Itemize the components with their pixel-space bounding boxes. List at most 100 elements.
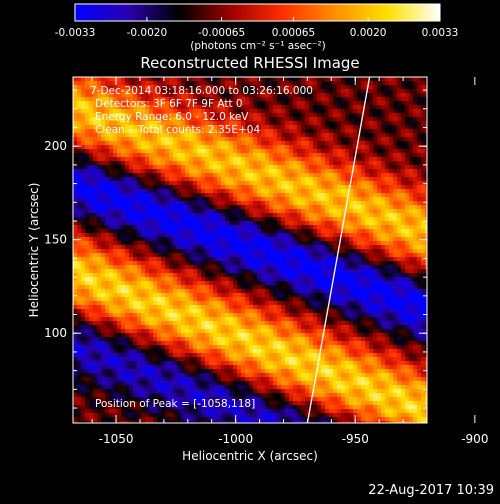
heatmap-cell	[353, 89, 358, 94]
heatmap-cell	[217, 257, 222, 262]
heatmap-cell	[385, 97, 390, 102]
heatmap-cell	[261, 213, 266, 218]
heatmap-cell	[97, 201, 102, 206]
heatmap-cell	[417, 221, 422, 226]
heatmap-cell	[269, 237, 274, 242]
heatmap-cell	[281, 245, 286, 250]
heatmap-cell	[341, 289, 346, 294]
heatmap-cell	[185, 181, 190, 186]
heatmap-cell	[157, 169, 162, 174]
heatmap-cell	[221, 285, 226, 290]
heatmap-cell	[85, 245, 90, 250]
heatmap-cell	[81, 285, 86, 290]
heatmap-cell	[205, 285, 210, 290]
heatmap-cell	[301, 197, 306, 202]
heatmap-cell	[77, 93, 82, 98]
heatmap-cell	[209, 253, 214, 258]
heatmap-cell	[165, 233, 170, 238]
heatmap-cell	[149, 213, 154, 218]
heatmap-cell	[153, 177, 158, 182]
heatmap-cell	[325, 233, 330, 238]
heatmap-cell	[301, 189, 306, 194]
heatmap-cell	[153, 281, 158, 286]
heatmap-cell	[173, 197, 178, 202]
heatmap-cell	[145, 277, 150, 282]
heatmap-cell	[101, 141, 106, 146]
heatmap-cell	[269, 205, 274, 210]
heatmap-cell	[309, 121, 314, 126]
heatmap-cell	[285, 125, 290, 130]
heatmap-cell	[337, 77, 342, 82]
heatmap-cell	[249, 165, 254, 170]
heatmap-cell	[225, 281, 230, 286]
heatmap-cell	[173, 153, 178, 158]
heatmap-cell	[101, 165, 106, 170]
heatmap-cell	[321, 225, 326, 230]
heatmap-cell	[397, 117, 402, 122]
heatmap-cell	[317, 149, 322, 154]
heatmap-cell	[309, 237, 314, 242]
heatmap-cell	[333, 205, 338, 210]
heatmap-cell	[409, 113, 414, 118]
heatmap-cell	[313, 273, 318, 278]
heatmap-cell	[97, 137, 102, 142]
heatmap-cell	[197, 229, 202, 234]
heatmap-cell	[301, 289, 306, 294]
heatmap-cell	[265, 269, 270, 274]
heatmap-cell	[221, 165, 226, 170]
heatmap-cell	[341, 81, 346, 86]
heatmap-cell	[277, 269, 282, 274]
heatmap-cell	[409, 245, 414, 250]
heatmap-cell	[289, 173, 294, 178]
heatmap-cell	[213, 297, 218, 302]
heatmap-cell	[353, 285, 358, 290]
heatmap-cell	[121, 193, 126, 198]
heatmap-cell	[209, 293, 214, 298]
heatmap-cell	[129, 205, 134, 210]
heatmap-cell	[177, 181, 182, 186]
heatmap-cell	[233, 185, 238, 190]
heatmap-cell	[157, 293, 162, 298]
heatmap-cell	[333, 281, 338, 286]
heatmap-cell	[133, 201, 138, 206]
heatmap-cell	[405, 285, 410, 290]
heatmap-cell	[89, 261, 94, 266]
heatmap-cell	[85, 161, 90, 166]
heatmap-cell	[293, 125, 298, 130]
heatmap-cell	[421, 85, 426, 90]
heatmap-cell	[385, 89, 390, 94]
heatmap-cell	[393, 161, 398, 166]
heatmap-cell	[333, 197, 338, 202]
heatmap-cell	[153, 209, 158, 214]
heatmap-cell	[81, 121, 86, 126]
heatmap-cell	[369, 265, 374, 270]
heatmap-cell	[229, 245, 234, 250]
heatmap-cell	[373, 153, 378, 158]
heatmap-cell	[229, 169, 234, 174]
heatmap-cell	[213, 213, 218, 218]
heatmap-cell	[349, 153, 354, 158]
heatmap-cell	[329, 137, 334, 142]
heatmap-cell	[101, 169, 106, 174]
heatmap-cell	[389, 281, 394, 286]
heatmap-cell	[385, 141, 390, 146]
heatmap-cell	[353, 221, 358, 226]
heatmap-cell	[313, 105, 318, 110]
heatmap-cell	[341, 193, 346, 198]
heatmap-cell	[349, 261, 354, 266]
heatmap-cell	[357, 233, 362, 238]
heatmap-cell	[357, 257, 362, 262]
heatmap-cell	[109, 233, 114, 238]
heatmap-cell	[273, 153, 278, 158]
heatmap-cell	[325, 213, 330, 218]
heatmap-cell	[141, 209, 146, 214]
heatmap-cell	[73, 297, 78, 302]
heatmap-cell	[201, 197, 206, 202]
heatmap-cell	[129, 225, 134, 230]
heatmap-cell	[297, 177, 302, 182]
heatmap-cell	[93, 197, 98, 202]
heatmap-cell	[389, 189, 394, 194]
heatmap-cell	[269, 229, 274, 234]
heatmap-cell	[129, 209, 134, 214]
heatmap-cell	[273, 257, 278, 262]
